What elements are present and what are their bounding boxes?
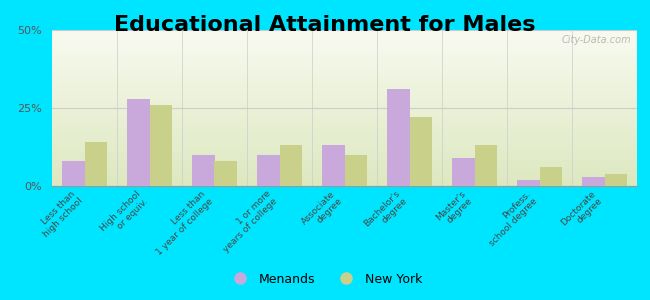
Text: Less than
1 year of college: Less than 1 year of college bbox=[147, 189, 214, 256]
Bar bbox=[582, 177, 604, 186]
Text: City-Data.com: City-Data.com bbox=[562, 35, 631, 45]
Bar bbox=[540, 167, 562, 186]
Bar bbox=[62, 161, 84, 186]
Legend: Menands, New York: Menands, New York bbox=[222, 268, 428, 291]
Text: Profess.
school degree: Profess. school degree bbox=[481, 189, 540, 248]
Bar bbox=[410, 117, 432, 186]
Bar bbox=[387, 89, 410, 186]
Bar bbox=[452, 158, 474, 186]
Bar bbox=[192, 155, 215, 186]
Bar bbox=[474, 146, 497, 186]
Bar bbox=[344, 155, 367, 186]
Text: High school
or equiv.: High school or equiv. bbox=[99, 189, 150, 240]
Bar bbox=[604, 173, 627, 186]
Text: Less than
high school: Less than high school bbox=[34, 189, 84, 239]
Bar bbox=[280, 146, 302, 186]
Bar bbox=[517, 180, 540, 186]
Bar bbox=[214, 161, 237, 186]
Bar bbox=[127, 99, 150, 186]
Bar bbox=[322, 146, 344, 186]
Text: Bachelor's
degree: Bachelor's degree bbox=[363, 189, 410, 236]
Bar bbox=[150, 105, 172, 186]
Bar bbox=[257, 155, 280, 186]
Text: Doctorate
degree: Doctorate degree bbox=[559, 189, 604, 235]
Text: Associate
degree: Associate degree bbox=[300, 189, 344, 233]
Text: 1 or more
years of college: 1 or more years of college bbox=[214, 189, 280, 254]
Bar bbox=[84, 142, 107, 186]
Text: Educational Attainment for Males: Educational Attainment for Males bbox=[114, 15, 536, 35]
Text: Master's
degree: Master's degree bbox=[434, 189, 474, 230]
